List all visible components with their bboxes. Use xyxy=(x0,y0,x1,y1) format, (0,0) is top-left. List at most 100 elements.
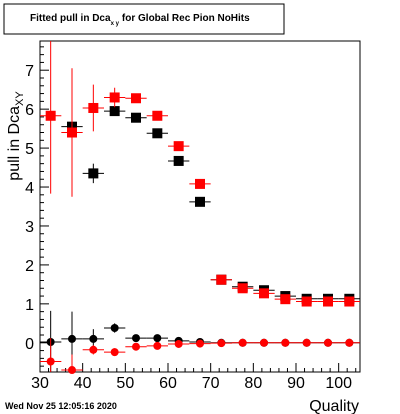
square-marker xyxy=(195,196,205,207)
square-marker xyxy=(152,128,163,139)
data-point xyxy=(125,93,147,104)
data-point xyxy=(61,68,83,197)
square-marker xyxy=(109,106,120,117)
data-point xyxy=(168,339,190,348)
circle-marker xyxy=(153,341,162,350)
data-point xyxy=(317,338,339,347)
circle-marker xyxy=(132,334,140,343)
circle-marker xyxy=(174,339,183,348)
y-axis-title-subscript: XY xyxy=(14,91,26,106)
data-point xyxy=(168,155,190,166)
square-marker xyxy=(152,110,163,121)
circle-marker xyxy=(324,338,332,347)
data-point xyxy=(146,334,168,343)
timestamp: Wed Nov 25 12:05:16 2020 xyxy=(5,401,117,411)
x-axis-title: Quality xyxy=(309,398,359,414)
y-tick-label: 0 xyxy=(25,336,34,353)
circle-marker xyxy=(238,338,247,347)
series-3 xyxy=(40,338,360,375)
data-point xyxy=(61,354,83,375)
data-point xyxy=(82,163,104,184)
data-point xyxy=(82,84,104,132)
data-point xyxy=(61,311,83,367)
series-1 xyxy=(40,41,360,307)
x-tick-label: 30 xyxy=(31,375,49,392)
square-marker xyxy=(173,155,184,166)
square-marker xyxy=(109,92,120,103)
data-point xyxy=(189,178,211,189)
title-subscript: x y xyxy=(111,21,120,27)
data-point xyxy=(274,338,296,347)
y-tick-label: 6 xyxy=(25,102,34,119)
data-point xyxy=(296,296,318,307)
data-point xyxy=(146,110,168,121)
x-tick-label: 40 xyxy=(74,375,92,392)
square-marker xyxy=(259,288,269,299)
square-marker xyxy=(344,296,355,307)
data-point xyxy=(146,341,168,350)
data-point xyxy=(40,338,62,372)
square-marker xyxy=(131,112,141,123)
data-point xyxy=(189,196,211,207)
data-point xyxy=(40,41,62,194)
plot-frame xyxy=(39,40,361,373)
data-point xyxy=(125,334,147,343)
data-point xyxy=(317,296,339,307)
square-marker xyxy=(88,168,99,179)
square-marker xyxy=(323,296,333,307)
square-marker xyxy=(173,141,184,152)
x-tick-label: 70 xyxy=(202,375,220,392)
data-point xyxy=(125,112,147,123)
x-tick-label: 90 xyxy=(287,375,305,392)
title-rest: for Global Rec Pion NoHits xyxy=(122,13,250,24)
y-tick-label: 4 xyxy=(25,180,34,197)
square-marker xyxy=(195,178,205,189)
circle-marker xyxy=(68,334,76,343)
circle-marker xyxy=(217,339,226,348)
data-point xyxy=(338,338,360,347)
y-tick-labels: 0 1 2 3 4 5 6 7 xyxy=(25,63,34,353)
circle-marker xyxy=(68,366,76,375)
data-point xyxy=(125,342,147,351)
x-tick-labels: 30 40 50 60 70 80 90 100 xyxy=(31,375,352,392)
data-point xyxy=(253,338,275,347)
data-point xyxy=(168,141,190,152)
square-marker xyxy=(280,294,291,305)
square-marker xyxy=(88,102,99,113)
circle-marker xyxy=(345,338,354,347)
x-tick-label: 60 xyxy=(159,375,177,392)
y-tick-label: 5 xyxy=(25,141,34,158)
data-point xyxy=(296,338,318,347)
data-point xyxy=(232,283,254,294)
y-tick-label: 2 xyxy=(25,258,34,275)
circle-marker xyxy=(110,348,119,357)
circle-marker xyxy=(281,338,290,347)
y-axis-title: pull in DcaXY xyxy=(6,91,26,181)
x-tick-label: 50 xyxy=(116,375,134,392)
axis-ticks xyxy=(39,46,357,372)
circle-marker xyxy=(302,338,311,347)
data-point xyxy=(232,338,254,347)
series-layer xyxy=(40,41,360,375)
circle-marker xyxy=(132,342,140,351)
chart-title: Fitted pull in Dcax y for Global Rec Pion… xyxy=(3,3,285,35)
data-point xyxy=(253,288,275,299)
y-tick-label: 3 xyxy=(25,219,34,236)
data-point xyxy=(104,323,126,333)
square-marker xyxy=(216,274,227,285)
circle-marker xyxy=(196,339,204,348)
data-point xyxy=(274,294,296,305)
circle-marker xyxy=(260,338,268,347)
y-tick-label: 1 xyxy=(25,297,34,314)
circle-marker xyxy=(153,334,162,343)
data-point xyxy=(104,106,126,117)
square-marker xyxy=(237,283,248,294)
title-text: Fitted pull in Dcax y for Global Rec Pion… xyxy=(30,13,250,27)
data-point xyxy=(338,296,360,307)
square-marker xyxy=(131,93,141,104)
title-box xyxy=(3,3,285,35)
y-axis-title-main: pull in Dca xyxy=(6,106,23,181)
square-marker xyxy=(301,296,312,307)
data-point xyxy=(210,274,232,285)
